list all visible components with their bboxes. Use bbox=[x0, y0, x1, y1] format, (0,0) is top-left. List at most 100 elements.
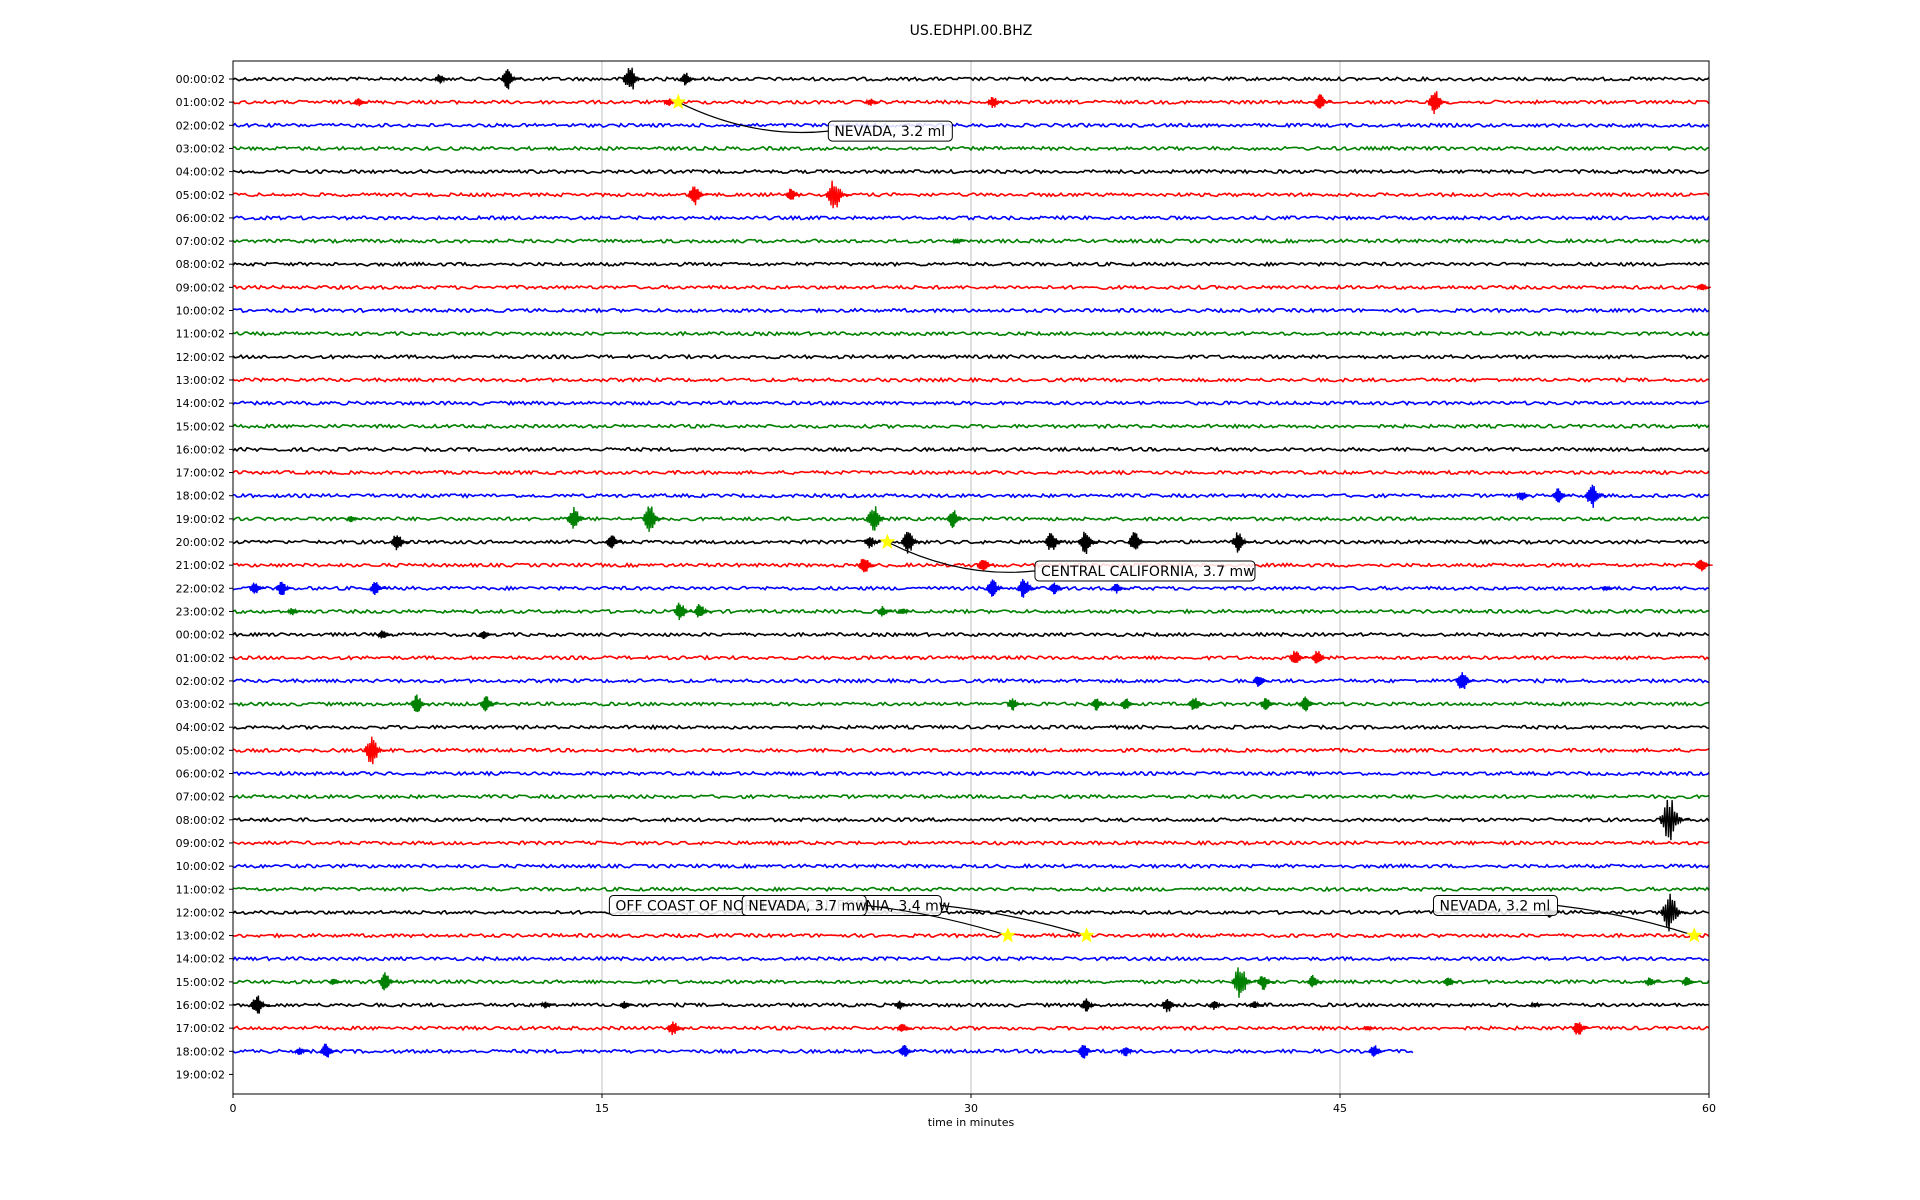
trace-event bbox=[976, 559, 995, 572]
trace-event bbox=[1231, 967, 1257, 998]
trace-event bbox=[378, 972, 398, 991]
trace-event bbox=[863, 536, 881, 549]
trace-event bbox=[1120, 1047, 1136, 1057]
trace-line bbox=[232, 747, 1710, 754]
y-tick-label: 09:00:02 bbox=[176, 281, 225, 294]
trace-event bbox=[1313, 93, 1332, 109]
y-tick-label: 13:00:02 bbox=[176, 374, 225, 387]
trace-line bbox=[232, 932, 1710, 939]
trace-event bbox=[410, 694, 430, 713]
trace-event bbox=[294, 1047, 309, 1055]
trace-event bbox=[693, 603, 712, 618]
trace-event bbox=[377, 630, 393, 639]
trace-event bbox=[1298, 696, 1317, 712]
trace-event bbox=[1161, 998, 1179, 1013]
trace-event bbox=[1252, 676, 1270, 687]
y-tick-label: 01:00:02 bbox=[176, 96, 225, 109]
trace-event bbox=[865, 506, 889, 531]
trace-line bbox=[232, 1048, 1414, 1055]
trace-event bbox=[666, 1021, 685, 1036]
x-tick-label: 30 bbox=[964, 1102, 978, 1115]
trace-line bbox=[232, 1025, 1710, 1032]
annotation-connector bbox=[941, 904, 1087, 937]
trace-event bbox=[1256, 976, 1275, 990]
trace-event bbox=[1427, 91, 1449, 115]
trace-line bbox=[232, 654, 1710, 661]
trace-event bbox=[328, 978, 344, 986]
trace-line bbox=[232, 608, 1710, 615]
trace-event bbox=[1694, 559, 1713, 572]
trace-event bbox=[673, 602, 693, 621]
y-tick-label: 00:00:02 bbox=[176, 73, 225, 86]
event-star-marker bbox=[879, 533, 896, 549]
y-tick-label: 18:00:02 bbox=[176, 1045, 225, 1058]
trace-event bbox=[857, 558, 877, 573]
trace-event bbox=[319, 1043, 338, 1058]
trace-event bbox=[1127, 532, 1149, 550]
trace-event bbox=[1090, 698, 1108, 711]
y-tick-label: 21:00:02 bbox=[176, 559, 225, 572]
y-tick-label: 14:00:02 bbox=[176, 397, 225, 410]
y-tick-label: 13:00:02 bbox=[176, 930, 225, 943]
y-tick-label: 15:00:02 bbox=[176, 976, 225, 989]
trace-line bbox=[232, 793, 1710, 800]
y-tick-label: 20:00:02 bbox=[176, 536, 225, 549]
y-tick-label: 06:00:02 bbox=[176, 212, 225, 225]
trace-event bbox=[687, 186, 708, 206]
trace-event bbox=[369, 582, 387, 595]
x-axis-label: time in minutes bbox=[928, 1116, 1015, 1129]
trace-event bbox=[1681, 976, 1697, 986]
event-annotation: NEVADA, 3.2 ml bbox=[670, 93, 953, 142]
x-tick-labels: 0 15 30 45 60 bbox=[230, 1094, 1716, 1115]
trace-event bbox=[540, 1000, 555, 1009]
trace-event bbox=[1516, 492, 1532, 501]
trace-line bbox=[232, 562, 1710, 569]
x-tick-label: 60 bbox=[1702, 1102, 1716, 1115]
trace-event bbox=[1017, 578, 1038, 598]
trace-event bbox=[951, 237, 966, 245]
y-tick-label: 10:00:02 bbox=[176, 305, 225, 318]
y-tick-label: 09:00:02 bbox=[176, 837, 225, 850]
trace-event bbox=[248, 582, 266, 594]
trace-event bbox=[1248, 1001, 1264, 1009]
y-tick-label: 14:00:02 bbox=[176, 953, 225, 966]
trace-line bbox=[232, 353, 1710, 360]
trace-line bbox=[232, 978, 1710, 985]
trace-event bbox=[865, 98, 880, 106]
event-star-marker bbox=[670, 93, 687, 109]
event-star-marker bbox=[1686, 927, 1703, 943]
y-tick-label: 03:00:02 bbox=[176, 142, 225, 155]
trace-event bbox=[434, 74, 450, 84]
trace-line bbox=[232, 863, 1710, 870]
trace-event bbox=[619, 1001, 634, 1009]
y-tick-label: 11:00:02 bbox=[176, 328, 225, 341]
trace-event bbox=[1660, 893, 1688, 932]
x-tick-label: 45 bbox=[1333, 1102, 1347, 1115]
trace-event bbox=[1368, 1045, 1385, 1057]
trace-event bbox=[985, 579, 1005, 597]
trace-group bbox=[232, 67, 1713, 1059]
annotation-box bbox=[1432, 894, 1558, 916]
y-tick-label: 19:00:02 bbox=[176, 513, 225, 526]
trace-line bbox=[232, 400, 1710, 407]
annotation-connector bbox=[1557, 904, 1695, 937]
trace-event bbox=[1601, 585, 1615, 592]
y-tick-label: 04:00:02 bbox=[176, 166, 225, 179]
trace-line bbox=[232, 99, 1710, 106]
trace-line bbox=[232, 446, 1710, 453]
trace-event bbox=[785, 188, 802, 200]
trace-line bbox=[232, 75, 1710, 83]
y-tick-labels: 00:00:02 01:00:02 02:00:02 03:00:02 04:00:02… bbox=[176, 73, 233, 1081]
trace-line bbox=[232, 839, 1710, 847]
trace-event bbox=[1362, 1025, 1376, 1033]
trace-event bbox=[825, 180, 851, 209]
trace-event bbox=[1288, 650, 1307, 663]
event-annotation: NEVADA, 3.7 mw bbox=[741, 894, 1016, 943]
event-annotation: NEVADA, 3.2 ml bbox=[1432, 894, 1703, 943]
trace-event bbox=[1659, 799, 1690, 841]
trace-event bbox=[287, 607, 302, 616]
trace-event bbox=[622, 67, 645, 90]
trace-event bbox=[1552, 488, 1570, 503]
trace-event bbox=[566, 506, 588, 529]
x-tick-label: 15 bbox=[595, 1102, 609, 1115]
